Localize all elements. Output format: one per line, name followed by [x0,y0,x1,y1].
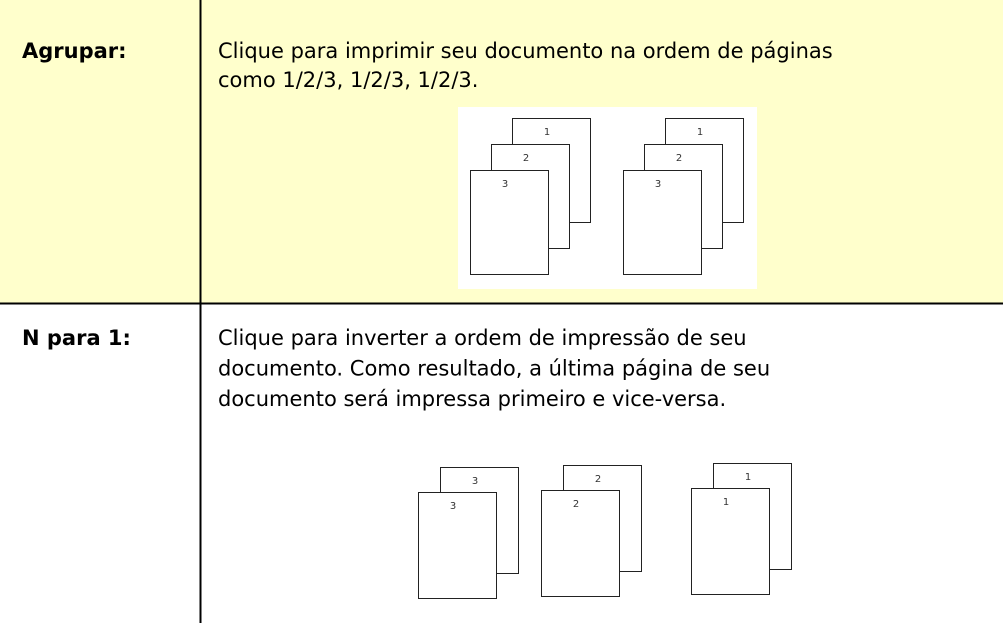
page-number: 1 [697,127,703,138]
description-line: documento será impressa primeiro e vice-… [218,387,726,411]
page-number: 2 [676,153,682,164]
page-icon [691,488,770,595]
description-line: Clique para imprimir seu documento na or… [218,39,833,63]
page-number: 3 [655,179,661,190]
page-number: 3 [450,501,456,512]
page-number: 2 [523,153,529,164]
page-icon [623,170,702,275]
page-number: 1 [745,472,751,483]
page-number: 2 [573,499,579,510]
page-number: 2 [595,474,601,485]
page-number: 1 [544,127,550,138]
row-label: Agrupar: [22,39,127,63]
page-number: 3 [502,179,508,190]
page-icon [470,170,549,275]
description-line: Clique para inverter a ordem de impressã… [218,326,747,350]
description-line: como 1/2/3, 1/2/3, 1/2/3. [218,68,478,92]
row-label: N para 1: [22,326,131,350]
description-line: documento. Como resultado, a última pági… [218,357,770,381]
page-icon [541,490,620,597]
page-number: 3 [472,476,478,487]
page-icon [418,492,497,599]
page-number: 1 [723,497,729,508]
